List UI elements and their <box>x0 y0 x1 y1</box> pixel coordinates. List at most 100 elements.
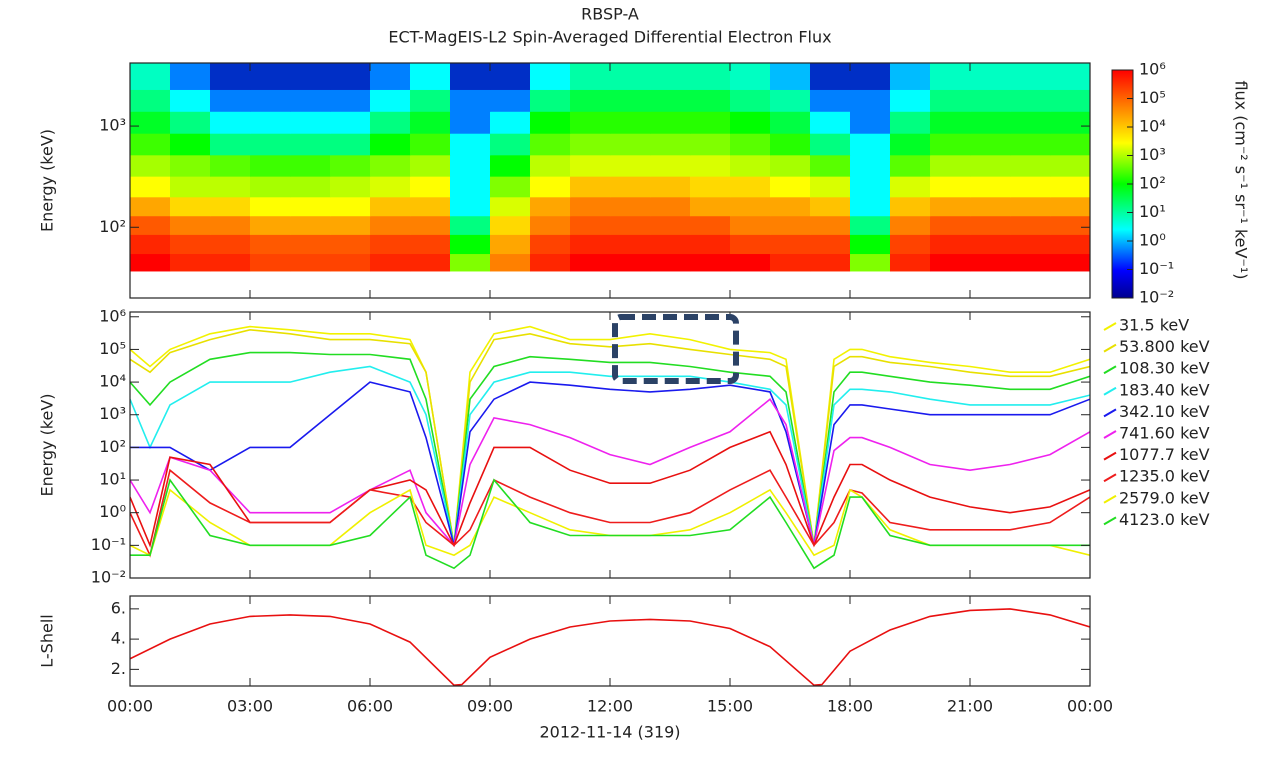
colorbar-tick-label: 10³ <box>1139 145 1166 164</box>
heatmap-cell <box>370 215 411 235</box>
heatmap-cell <box>210 215 251 235</box>
heatmap-cell <box>970 63 1011 90</box>
heatmap-cell <box>490 196 531 217</box>
heatmap-cell <box>770 63 811 90</box>
heatmap-cell <box>250 196 291 217</box>
legend-swatch <box>1103 516 1117 526</box>
heatmap-cell <box>530 89 571 112</box>
series-line <box>130 365 1090 546</box>
heatmap-cell <box>250 89 291 112</box>
heatmap-cell <box>1010 253 1051 272</box>
heatmap-cell <box>130 196 171 217</box>
heatmap-cell <box>530 215 571 235</box>
series-line <box>130 328 1090 546</box>
heatmap-cell <box>850 253 891 272</box>
heatmap-cell <box>610 176 651 198</box>
y-tick-label: 10³ <box>99 404 126 423</box>
y-tick-label: 10⁶ <box>99 306 126 325</box>
heatmap-cell <box>930 111 971 134</box>
heatmap-cell <box>650 196 691 217</box>
heatmap-cell <box>210 196 251 217</box>
heatmap-cell <box>890 196 931 217</box>
heatmap-cell <box>330 234 371 255</box>
heatmap-cell <box>210 89 251 112</box>
heatmap-cell <box>970 176 1011 198</box>
legend-label: 53.800 keV <box>1119 337 1210 356</box>
heatmap-cell <box>650 234 691 255</box>
heatmap-cell <box>770 234 811 255</box>
heatmap-cell <box>570 63 611 90</box>
heatmap-cell <box>930 215 971 235</box>
heatmap-cell <box>770 196 811 217</box>
heatmap-cell <box>930 234 971 255</box>
heatmap-cell <box>370 196 411 217</box>
heatmap-cell <box>490 63 531 90</box>
heatmap-cell <box>730 234 771 255</box>
heatmap-cell <box>890 253 931 272</box>
y-tick-label: 10⁰ <box>99 502 126 521</box>
heatmap-cell <box>210 133 251 156</box>
heatmap-cell <box>890 234 931 255</box>
heatmap-cell <box>730 63 771 90</box>
heatmap-cell <box>810 89 851 112</box>
heatmap-cell <box>770 89 811 112</box>
heatmap-cell <box>810 154 851 177</box>
heatmap-cell <box>330 196 371 217</box>
heatmap-cell <box>730 196 771 217</box>
heatmap-cell <box>1010 111 1051 134</box>
heatmap-cell <box>770 154 811 177</box>
heatmap-cell <box>690 133 731 156</box>
heatmap-cell <box>610 253 651 272</box>
heatmap-cell <box>290 89 331 112</box>
heatmap-cell <box>890 63 931 90</box>
heatmap-cell <box>290 63 331 90</box>
heatmap-cell <box>450 253 491 272</box>
heatmap-cell <box>610 215 651 235</box>
y-tick-label: 10³ <box>99 116 126 135</box>
heatmap-cell <box>1050 234 1091 255</box>
x-tick-label: 00:00 <box>107 697 153 716</box>
heatmap-cell <box>1010 215 1051 235</box>
series-line <box>130 325 1090 546</box>
heatmap-cell <box>690 63 731 90</box>
heatmap-cell <box>650 253 691 272</box>
heatmap-cell <box>970 89 1011 112</box>
heatmap-cell <box>450 234 491 255</box>
heatmap-cell <box>130 234 171 255</box>
y-tick-label: 10² <box>99 217 126 236</box>
heatmap-cell <box>490 89 531 112</box>
heatmap-cell <box>410 111 451 134</box>
heatmap-cell <box>730 215 771 235</box>
legend-swatch <box>1103 343 1117 353</box>
y-tick-label: 10¹ <box>99 470 126 489</box>
heatmap-cell <box>770 215 811 235</box>
legend-label: 1235.0 keV <box>1119 467 1210 486</box>
colorbar-tick-label: 10⁻² <box>1139 288 1174 307</box>
heatmap-cell <box>450 63 491 90</box>
heatmap-cell <box>1050 253 1091 272</box>
heatmap-cell <box>130 215 171 235</box>
legend-label: 4123.0 keV <box>1119 510 1210 529</box>
heatmap-cell <box>890 133 931 156</box>
heatmap-cell <box>330 253 371 272</box>
heatmap-cell <box>370 63 411 90</box>
heatmap-cell <box>810 133 851 156</box>
series-line <box>130 468 1090 558</box>
heatmap-cell <box>730 89 771 112</box>
heatmap-cell <box>370 234 411 255</box>
heatmap-cell <box>570 253 611 272</box>
heatmap-cell <box>770 253 811 272</box>
heatmap-cell <box>450 111 491 134</box>
heatmap-cell <box>330 133 371 156</box>
heatmap-cell <box>1010 176 1051 198</box>
heatmap-cell <box>1010 196 1051 217</box>
heatmap-cell <box>930 133 971 156</box>
heatmap-cell <box>530 133 571 156</box>
series-line <box>130 398 1090 548</box>
legend-swatch <box>1103 408 1117 418</box>
heatmap-cell <box>450 196 491 217</box>
heatmap-cell <box>570 89 611 112</box>
heatmap-cell <box>610 89 651 112</box>
